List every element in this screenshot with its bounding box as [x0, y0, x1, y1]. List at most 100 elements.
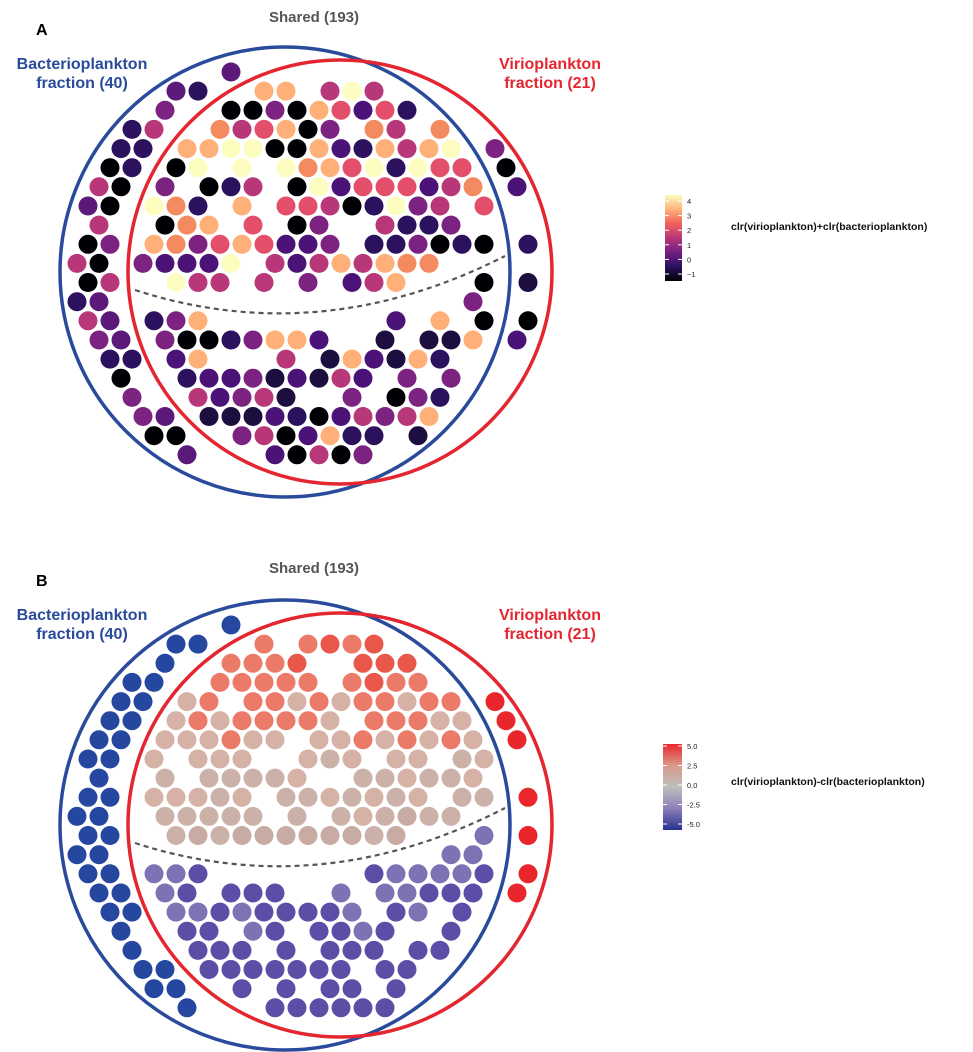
panel-b-point [100, 749, 120, 769]
panel-b-point [430, 940, 450, 960]
panel-b-point [265, 998, 285, 1018]
panel-b-point [243, 730, 263, 750]
panel-b-point [67, 845, 87, 865]
panel-b-point [320, 826, 340, 845]
panel-b-point [419, 730, 439, 750]
panel-b-point [386, 826, 406, 845]
panel-b-point [287, 768, 307, 788]
panel-a-point [100, 234, 120, 254]
panel-b-point [320, 979, 340, 999]
panel-b-point [331, 960, 351, 979]
panel-b-point [221, 883, 241, 903]
panel-b-point [133, 960, 153, 979]
panel-a-point [221, 253, 241, 273]
panel-a-point [155, 177, 175, 197]
panel-a-point [507, 177, 527, 197]
panel-b-point [309, 921, 329, 941]
panel-a-point [166, 349, 186, 369]
panel-a-point [122, 119, 142, 139]
panel-a-point [518, 311, 538, 331]
panel-a-point [474, 311, 494, 331]
panel-b-point [463, 883, 483, 903]
panel-a-point [386, 387, 406, 407]
panel-a-point [441, 330, 461, 350]
panel-b-point [144, 787, 164, 807]
panel-b-point [221, 730, 241, 750]
panel-a-point [463, 292, 483, 312]
panel-a-point [430, 234, 450, 254]
panel-b-point [320, 940, 340, 960]
panel-a-divider [134, 255, 506, 315]
panel-b-point [144, 749, 164, 769]
panel-b-point [397, 806, 417, 826]
panel-b-point [342, 749, 362, 769]
panel-b-point [232, 979, 252, 999]
panel-a-point [254, 234, 274, 254]
panel-a-point [287, 177, 307, 197]
panel-b-point [342, 826, 362, 845]
panel-a-point [419, 330, 439, 350]
panel-b-point [408, 711, 428, 731]
panel-a-point [287, 215, 307, 235]
panel-b-point [342, 787, 362, 807]
panel-a-point [188, 349, 208, 369]
panel-a-point [419, 407, 439, 426]
panel-a-point [78, 311, 98, 331]
panel-a-point [320, 158, 340, 178]
panel-a-point [397, 215, 417, 235]
panel-b-point [386, 902, 406, 922]
panel-a-point [397, 368, 417, 388]
panel-a-point [265, 330, 285, 350]
panel-a-point [419, 253, 439, 273]
panel-a-point [276, 81, 296, 101]
panel-a-point [375, 215, 395, 235]
panel-a-point [221, 62, 241, 82]
panel-a-shared-title: Shared (193) [269, 9, 359, 26]
panel-a-point [177, 330, 197, 350]
panel-a-point [221, 177, 241, 197]
panel-b-point [276, 902, 296, 922]
panel-b-point [353, 653, 373, 673]
panel-a-point [287, 407, 307, 426]
panel-a-point [111, 368, 131, 388]
panel-a-point [100, 273, 120, 292]
panel-a-point [375, 139, 395, 159]
panel-a-point [320, 81, 340, 101]
panel-a-point [331, 368, 351, 388]
panel-b-point [210, 672, 230, 692]
panel-a-point [309, 407, 329, 426]
panel-a-point [199, 368, 219, 388]
panel-a-right-label-line1: Virioplankton [499, 56, 601, 73]
panel-a-right-label-line2: fraction (21) [504, 75, 596, 92]
panel-a-point [232, 234, 252, 254]
panel-a-point [474, 273, 494, 292]
panel-b-point [419, 692, 439, 712]
panel-a-point [144, 311, 164, 331]
panel-b-point [353, 730, 373, 750]
panel-b-point [276, 979, 296, 999]
panel-a-point [408, 387, 428, 407]
panel-b-point [474, 749, 494, 769]
panel-a-point [155, 215, 175, 235]
panel-b-point [232, 672, 252, 692]
panel-b-point [364, 826, 384, 845]
panel-a-point [353, 253, 373, 273]
panel-b-point [89, 768, 109, 788]
panel-a-point [364, 273, 384, 292]
panel-a-point [287, 368, 307, 388]
panel-b-point [507, 883, 527, 903]
panel-b-point [89, 845, 109, 865]
panel-b-point [166, 826, 186, 845]
panel-b-point [397, 653, 417, 673]
panel-a-point [287, 139, 307, 159]
panel-a-point [221, 139, 241, 159]
panel-b-point [111, 692, 131, 712]
panel-a-point [364, 196, 384, 216]
panel-b-point [320, 902, 340, 922]
panel-b-points [67, 615, 538, 1018]
panel-a-point [386, 196, 406, 216]
panel-b-point [331, 998, 351, 1018]
panel-a-point [67, 292, 87, 312]
panel-a-point [111, 139, 131, 159]
panel-a-point [188, 311, 208, 331]
